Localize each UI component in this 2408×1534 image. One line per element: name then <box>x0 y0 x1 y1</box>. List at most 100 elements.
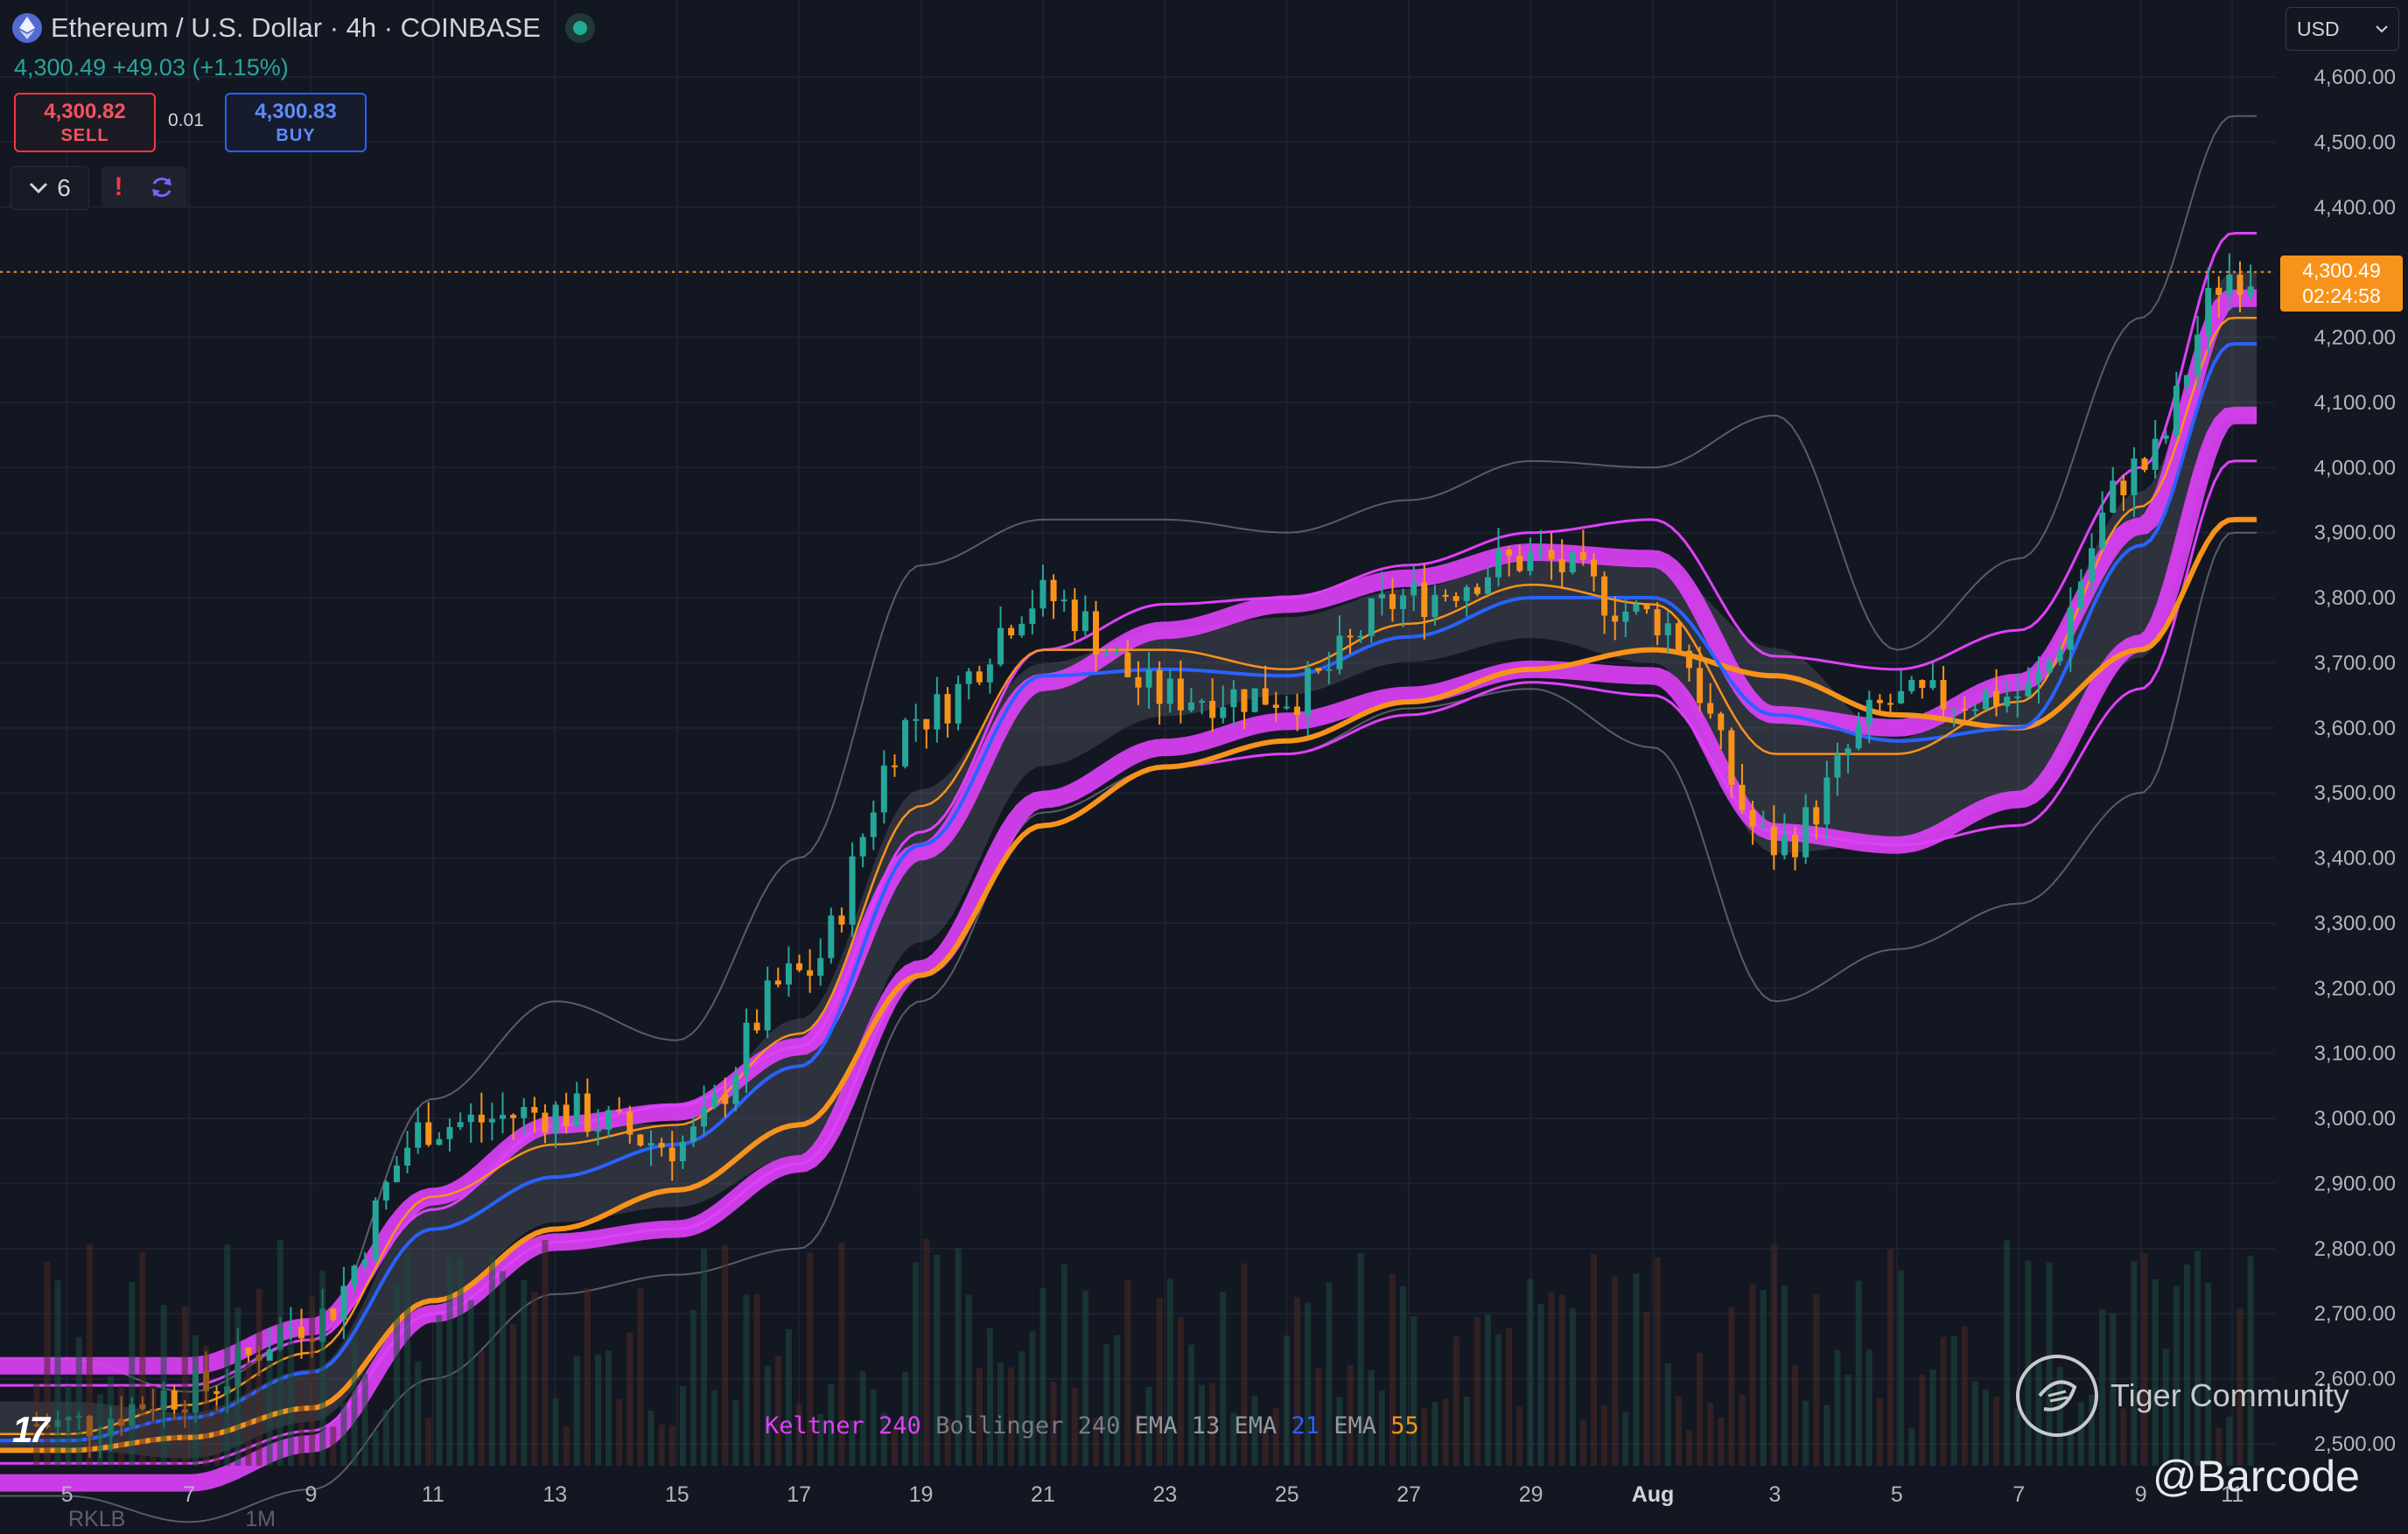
volume-bar <box>711 1390 718 1466</box>
tradingview-logo[interactable]: 17 <box>12 1409 50 1450</box>
market-status-icon[interactable] <box>564 13 595 43</box>
candle-body <box>902 719 909 767</box>
volume-bar <box>1283 1335 1290 1466</box>
candle-body <box>1622 611 1629 622</box>
legend-indicator-name[interactable]: Keltner <box>765 1412 879 1439</box>
candle-body <box>171 1390 178 1410</box>
volume-bar <box>108 1376 115 1466</box>
volume-bar <box>2226 1416 2233 1466</box>
volume-bar <box>1432 1402 1438 1466</box>
volume-bar <box>2162 1348 2169 1466</box>
volume-bar <box>1813 1294 1820 1466</box>
volume-bar <box>1018 1351 1026 1466</box>
volume-bar <box>1685 1430 1692 1466</box>
candle-body <box>2110 480 2117 513</box>
candle-body <box>245 1348 252 1355</box>
refresh-icon[interactable] <box>149 174 175 200</box>
candle-body <box>1781 834 1788 856</box>
volume-bar <box>256 1288 262 1466</box>
candle-body <box>1495 550 1502 578</box>
price-tick-label: 3,800.00 <box>2314 586 2396 610</box>
candle-body <box>1283 706 1290 709</box>
volume-bar <box>1982 1390 1989 1466</box>
volume-bar <box>118 1385 125 1466</box>
candle-body <box>1749 809 1756 827</box>
candle-body <box>467 1114 474 1123</box>
volume-bar <box>65 1385 72 1466</box>
bar-countdown: 02:24:58 <box>2302 284 2381 307</box>
candle-body <box>1908 680 1915 691</box>
legend-indicator-name[interactable]: Bollinger <box>920 1412 1078 1439</box>
sell-button[interactable]: 4,300.82 SELL <box>14 93 156 152</box>
volume-bar <box>521 1279 528 1466</box>
candle-body <box>1844 748 1852 754</box>
candle-body <box>436 1138 443 1145</box>
volume-bar <box>1506 1328 1513 1466</box>
volume-bar <box>774 1355 781 1466</box>
candle-body <box>913 718 920 721</box>
candle-body <box>1792 834 1799 858</box>
legend-indicator-name[interactable]: EMA <box>1320 1412 1391 1439</box>
volume-bar <box>276 1240 284 1466</box>
volume-bar <box>2067 1429 2074 1466</box>
candle-body <box>1018 623 1026 636</box>
price-tick-label: 3,300.00 <box>2314 912 2396 935</box>
volume-bar <box>1993 1397 2000 1466</box>
candle-body <box>2152 438 2159 470</box>
candle-body <box>2077 581 2084 608</box>
volume-bar <box>1347 1364 1354 1466</box>
symbol-header[interactable]: Ethereum / U.S. Dollar · 4h · COINBASE <box>12 12 595 44</box>
currency-dropdown[interactable]: USD <box>2286 7 2399 51</box>
volume-bar <box>2216 1427 2222 1466</box>
candle-body <box>1326 669 1333 671</box>
volume-bar <box>1824 1404 1830 1466</box>
candle-body <box>1612 615 1619 622</box>
candle-body <box>2216 287 2222 295</box>
volume-bar <box>488 1254 495 1466</box>
volume-bar <box>1527 1278 1534 1466</box>
last-price: 4,300.49 <box>14 54 107 81</box>
volume-bar <box>1040 1288 1046 1466</box>
candle-body <box>1209 700 1216 718</box>
keltner-middle-lower-band <box>0 406 2258 1492</box>
time-tick-label: 21 <box>1031 1482 1055 1507</box>
volume-bar <box>870 1389 877 1466</box>
candle-body <box>1929 680 1936 689</box>
volume-bar <box>234 1307 242 1466</box>
candle-body <box>743 1022 750 1075</box>
volume-bar <box>1166 1278 1173 1466</box>
indicators-toggle-button[interactable]: 6 <box>10 166 89 210</box>
buy-button[interactable]: 4,300.83 BUY <box>225 93 367 152</box>
bottom-tab-interval[interactable]: 1M <box>245 1507 276 1531</box>
volume-bar <box>2152 1278 2159 1466</box>
volume-bar <box>372 1430 379 1466</box>
candle-body <box>1092 611 1099 655</box>
volume-bar <box>96 1394 103 1466</box>
volume-bar <box>1484 1314 1491 1466</box>
time-tick-label: 19 <box>909 1482 934 1507</box>
candle-body <box>828 915 835 958</box>
volume-bar <box>934 1254 941 1466</box>
error-icon[interactable]: ! <box>114 172 123 201</box>
candle-body <box>1993 690 2000 707</box>
candle-body <box>594 1130 601 1132</box>
volume-bar <box>467 1299 474 1466</box>
price-tick-label: 3,200.00 <box>2314 977 2396 1000</box>
candle-body <box>944 694 951 724</box>
candle-body <box>1770 826 1777 856</box>
volume-bar <box>1272 1407 1279 1466</box>
candle-body <box>891 765 898 767</box>
candle-body <box>2183 375 2190 386</box>
price-tick-label: 3,900.00 <box>2314 522 2396 545</box>
legend-indicator-name[interactable]: EMA <box>1120 1412 1192 1439</box>
candle-body <box>1389 593 1396 609</box>
legend-indicator-name[interactable]: EMA <box>1220 1412 1292 1439</box>
candle-body <box>1400 595 1407 609</box>
volume-bar <box>1548 1292 1555 1466</box>
volume-bar <box>382 1410 389 1466</box>
bottom-tab-symbol[interactable]: RKLB <box>68 1507 126 1531</box>
candle-body <box>1410 582 1418 596</box>
candle-body <box>1569 552 1576 573</box>
volume-bar <box>743 1294 750 1466</box>
